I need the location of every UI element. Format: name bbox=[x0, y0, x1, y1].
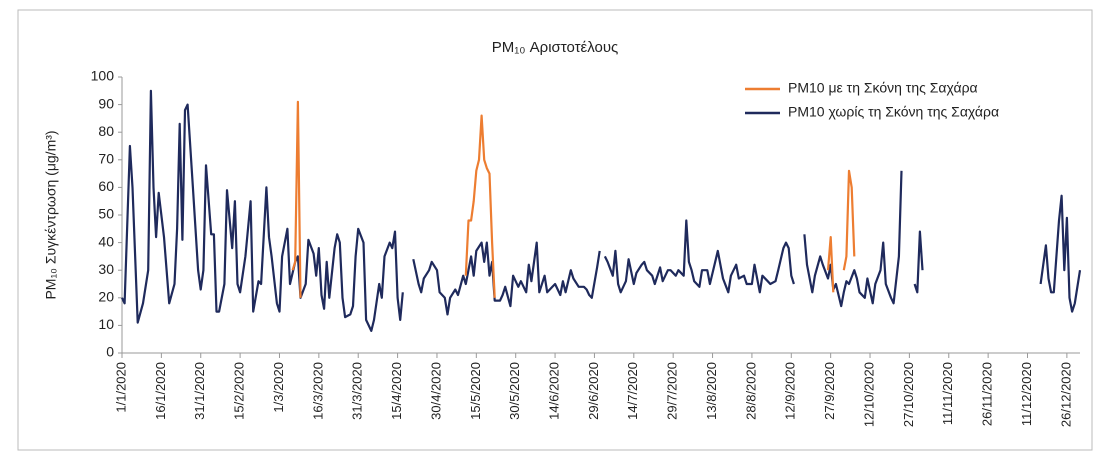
series-line bbox=[121, 89, 1082, 332]
legend-label: PM10 με τη Σκόνη της Σαχάρα bbox=[788, 80, 978, 96]
x-tick-label: 30/4/2020 bbox=[428, 362, 443, 420]
y-tick-label: 30 bbox=[98, 261, 114, 277]
chart-frame bbox=[17, 9, 1093, 451]
x-tick-label: 28/8/2020 bbox=[743, 362, 758, 420]
legend-label: PM10 χωρίς τη Σκόνη της Σαχάρα bbox=[788, 104, 999, 120]
x-tick-label: 11/11/2020 bbox=[940, 362, 955, 425]
x-tick-label: 12/9/2020 bbox=[783, 362, 798, 420]
x-tick-label: 13/8/2020 bbox=[704, 362, 719, 420]
chart-title: PM₁₀ Αριστοτέλους bbox=[492, 39, 619, 56]
x-tick-label: 16/1/2020 bbox=[153, 362, 168, 420]
x-tick-label: 31/3/2020 bbox=[350, 362, 365, 420]
x-tick-label: 15/2/2020 bbox=[232, 362, 247, 420]
x-tick-label: 12/10/2020 bbox=[861, 362, 876, 427]
x-tick-label: 16/3/2020 bbox=[310, 362, 325, 420]
x-tick-label: 1/3/2020 bbox=[271, 362, 286, 413]
x-tick-label: 26/12/2020 bbox=[1058, 362, 1073, 427]
y-tick-label: 60 bbox=[98, 178, 114, 194]
y-tick-label: 10 bbox=[98, 316, 114, 332]
y-tick-label: 80 bbox=[98, 123, 114, 139]
x-tick-label: 29/7/2020 bbox=[665, 362, 680, 420]
y-axis-label: PM₁₀ Συγκέντρωση (μg/m³) bbox=[43, 130, 59, 299]
x-tick-label: 29/6/2020 bbox=[586, 362, 601, 420]
x-tick-label: 14/6/2020 bbox=[547, 362, 562, 420]
x-tick-label: 1/1/2020 bbox=[113, 362, 128, 413]
y-tick-label: 50 bbox=[98, 206, 114, 222]
x-tick-label: 31/1/2020 bbox=[192, 362, 207, 420]
x-tick-label: 26/11/2020 bbox=[980, 362, 995, 426]
series-line bbox=[291, 100, 856, 298]
y-tick-label: 40 bbox=[98, 233, 114, 249]
x-tick-label: 11/12/2020 bbox=[1019, 362, 1034, 426]
y-tick-label: 70 bbox=[98, 151, 114, 167]
x-tick-label: 27/9/2020 bbox=[822, 362, 837, 420]
x-tick-label: 30/5/2020 bbox=[507, 362, 522, 420]
x-tick-label: 27/10/2020 bbox=[901, 362, 916, 427]
y-tick-label: 20 bbox=[98, 289, 114, 305]
x-tick-label: 15/5/2020 bbox=[468, 362, 483, 420]
y-tick-label: 90 bbox=[98, 95, 114, 111]
x-tick-label: 15/4/2020 bbox=[389, 362, 404, 420]
y-tick-label: 0 bbox=[106, 344, 114, 360]
x-tick-label: 14/7/2020 bbox=[625, 362, 640, 420]
y-tick-label: 100 bbox=[91, 68, 115, 84]
